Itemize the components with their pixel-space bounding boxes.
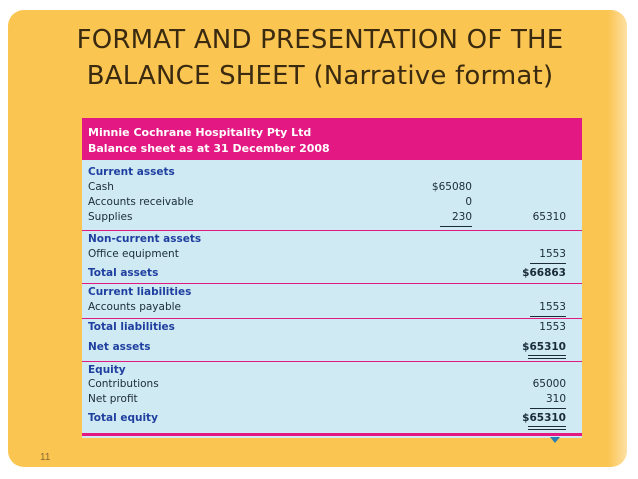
section-divider	[82, 283, 582, 284]
company-name: Minnie Cochrane Hospitality Pty Ltd	[88, 126, 312, 139]
row-amount: 0	[465, 196, 472, 208]
table-row: Net assets $65310	[82, 341, 582, 355]
row-total: 310	[545, 393, 566, 405]
balance-sheet-table: Minnie Cochrane Hospitality Pty Ltd Bala…	[82, 118, 582, 438]
table-row: Accounts receivable 0	[82, 196, 582, 210]
row-label: Supplies	[88, 211, 133, 223]
row-label: Non-current assets	[88, 233, 202, 245]
table-row: Supplies 230 65310	[82, 211, 582, 225]
row-label: Current assets	[88, 166, 175, 178]
table-row: Office equipment 1553	[82, 248, 582, 262]
slide-title: FORMAT AND PRESENTATION OF THE BALANCE S…	[30, 22, 610, 94]
total-double-underline	[528, 355, 566, 359]
row-label: Total assets	[88, 267, 159, 279]
subtotal-underline	[440, 226, 472, 227]
row-label: Total equity	[88, 412, 158, 424]
table-row: Non-current assets	[82, 233, 582, 247]
balance-sheet-date: Balance sheet as at 31 December 2008	[88, 142, 330, 155]
table-row: Total equity $65310	[82, 412, 582, 426]
subtotal-underline	[530, 263, 566, 264]
row-label: Cash	[88, 181, 114, 193]
table-row: Current liabilities	[82, 286, 582, 300]
table-row: Total liabilities 1553	[82, 321, 582, 335]
row-label: Total liabilities	[88, 321, 175, 333]
total-double-underline	[528, 426, 566, 430]
row-label: Accounts payable	[88, 301, 181, 313]
section-divider	[82, 361, 582, 362]
row-label: Current liabilities	[88, 286, 192, 298]
table-row: Contributions 65000	[82, 378, 582, 392]
row-label: Net profit	[88, 393, 138, 405]
slide-title-line1: FORMAT AND PRESENTATION OF THE	[76, 25, 564, 55]
table-row: Cash $65080	[82, 181, 582, 195]
row-label: Accounts receivable	[88, 196, 194, 208]
subtotal-underline	[530, 316, 566, 317]
triangle-marker-icon	[550, 437, 560, 443]
row-total: 1553	[539, 321, 566, 333]
balance-sheet-header: Minnie Cochrane Hospitality Pty Ltd Bala…	[82, 118, 582, 160]
table-row: Total assets $66863	[82, 267, 582, 281]
table-row: Equity	[82, 364, 582, 378]
section-divider	[82, 230, 582, 231]
row-total: 1553	[539, 248, 566, 260]
table-row: Current assets	[82, 166, 582, 180]
row-total: $65310	[522, 412, 566, 424]
table-row: Accounts payable 1553	[82, 301, 582, 315]
slide-edge-highlight	[608, 10, 630, 467]
slide-title-line2: BALANCE SHEET (Narrative format)	[86, 61, 554, 91]
table-bottom-bar	[82, 433, 582, 436]
section-divider	[82, 318, 582, 319]
row-label: Net assets	[88, 341, 151, 353]
row-total: $65310	[522, 341, 566, 353]
table-row: Net profit 310	[82, 393, 582, 407]
row-label: Office equipment	[88, 248, 179, 260]
row-amount: 230	[451, 211, 472, 223]
row-total: $66863	[522, 267, 566, 279]
row-label: Contributions	[88, 378, 159, 390]
row-total: 1553	[539, 301, 566, 313]
row-total: 65310	[532, 211, 566, 223]
row-total: 65000	[532, 378, 566, 390]
row-label: Equity	[88, 364, 126, 376]
subtotal-underline	[530, 408, 566, 409]
page-number: 11	[40, 452, 51, 463]
row-amount: $65080	[431, 181, 472, 193]
